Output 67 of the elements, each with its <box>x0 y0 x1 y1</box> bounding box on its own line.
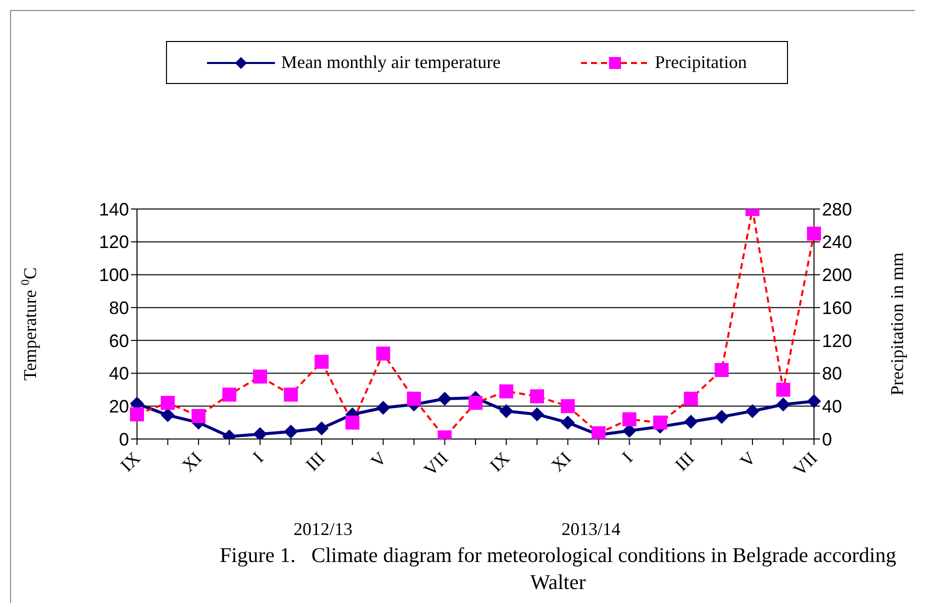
point <box>314 421 329 436</box>
x-tick-label: III <box>671 448 698 475</box>
y2-tick-label: 280 <box>822 199 852 220</box>
point <box>192 409 206 423</box>
y-tick-label: 100 <box>98 265 129 286</box>
point <box>468 396 482 410</box>
y-tick-label: 60 <box>108 330 129 351</box>
point <box>684 392 698 406</box>
point <box>130 407 144 422</box>
x-tick-label: V <box>736 448 760 472</box>
text: 2013/14 <box>560 518 622 541</box>
point <box>622 412 636 426</box>
y2-tick-label: 40 <box>822 396 842 417</box>
point <box>284 424 298 439</box>
x-tick-label: III <box>302 448 329 475</box>
y2-tick-label: 80 <box>822 364 842 384</box>
point <box>714 410 729 424</box>
point <box>776 398 790 412</box>
point <box>776 382 790 397</box>
x-tick-label: V <box>366 448 390 472</box>
point <box>560 399 575 414</box>
point <box>160 408 175 422</box>
point <box>222 388 236 402</box>
y2-axis-title: Precipitation in mm <box>887 252 907 396</box>
point <box>345 416 360 430</box>
y-tick-label: 120 <box>98 232 129 252</box>
point <box>499 384 514 398</box>
y-tick-label: 0 <box>118 429 129 450</box>
point <box>314 354 329 369</box>
point <box>714 363 729 377</box>
point <box>745 404 760 418</box>
caption: Figure 1. Climate diagram for meteorological conditions in Belgrade according Walter <box>218 542 898 596</box>
y-tick-label: 40 <box>108 364 129 384</box>
y2-tick-label: 240 <box>822 232 852 252</box>
point <box>406 392 421 406</box>
text: 2012/13 <box>292 518 354 541</box>
y-tick-label: 140 <box>98 199 129 220</box>
y-tick-label: 80 <box>108 298 129 318</box>
x-tick-label: VII <box>420 448 452 480</box>
x-tick-label: I <box>618 448 636 466</box>
y-tick-label: 20 <box>108 396 129 417</box>
point <box>560 416 575 430</box>
y2-tick-label: 160 <box>822 298 852 318</box>
x-tick-label: IX <box>486 448 514 476</box>
point <box>438 392 452 406</box>
legend-label: Mean monthly air temperature <box>281 52 501 73</box>
point <box>807 226 821 241</box>
point <box>376 400 390 415</box>
point <box>684 414 698 429</box>
point <box>807 394 821 408</box>
point <box>284 388 298 402</box>
y2-tick-label: 0 <box>822 429 832 450</box>
point <box>653 416 668 430</box>
x-tick-label: XI <box>178 448 206 476</box>
point <box>530 407 544 422</box>
point <box>253 370 268 384</box>
x-tick-label: I <box>248 448 268 466</box>
y2-tick-label: 120 <box>822 330 852 351</box>
legend-label: Precipitation <box>654 52 747 73</box>
point <box>530 389 544 404</box>
x-tick-label: XI <box>547 448 575 476</box>
point <box>499 404 514 418</box>
point <box>160 396 175 410</box>
x-tick-label: IX <box>116 448 144 476</box>
x-tick-label: VII <box>789 448 822 480</box>
point <box>376 346 390 361</box>
y2-tick-label: 200 <box>822 265 852 286</box>
